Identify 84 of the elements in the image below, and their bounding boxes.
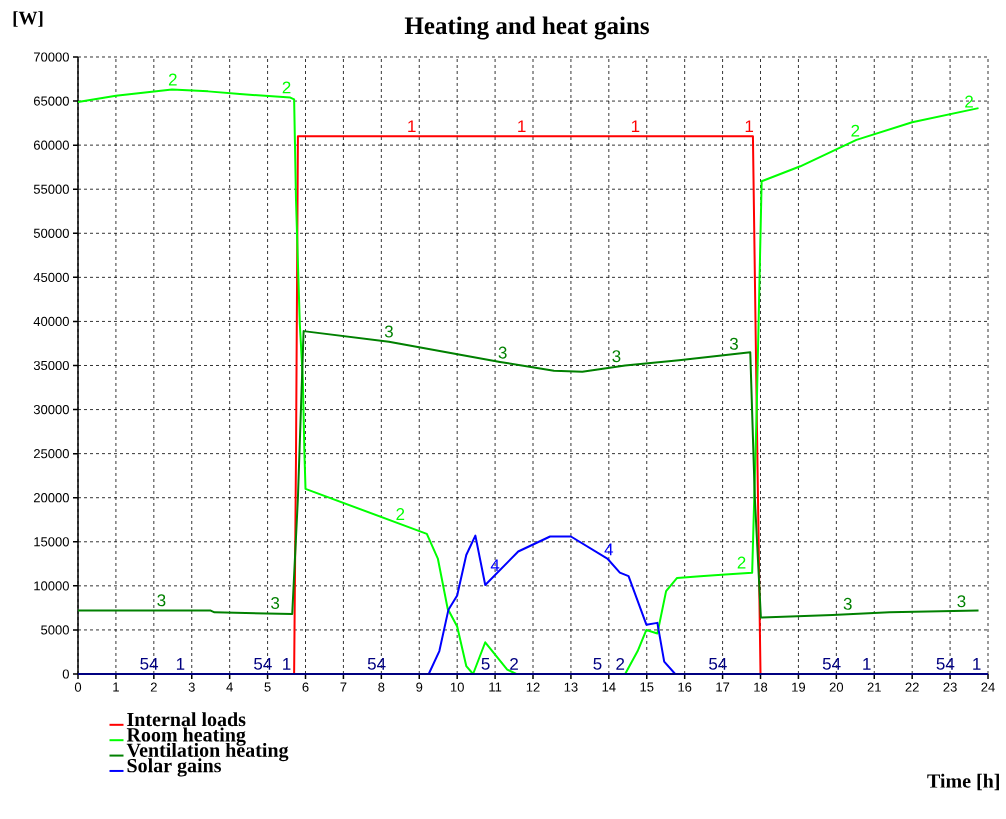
annotation: 1 [283,658,291,670]
annotation: 4 [945,658,955,670]
x-tick-label: 0 [74,682,82,692]
annotation: 2 [168,73,177,86]
annotation: 1 [408,120,416,133]
x-tick-label: 21 [867,682,881,692]
y-tick-label: 0 [62,669,69,679]
y-tick-label: 25000 [33,449,69,459]
annotation: 2 [737,556,746,569]
y-tick-label: 30000 [33,404,69,415]
x-tick-label: 20 [829,682,844,692]
annotation: 4 [604,543,614,556]
x-tick-label: 9 [416,682,423,692]
x-tick-label: 23 [943,682,957,692]
x-tick-label: 3 [188,682,195,692]
annotation: 5 [481,657,490,670]
annotation: 5 [593,657,602,670]
annotation: 2 [510,657,518,670]
annotation: 2 [616,657,625,670]
annotation: 5 [709,657,718,670]
annotation: 4 [377,658,386,670]
annotation: 1 [745,120,754,133]
x-tick-label: 2 [150,682,157,692]
x-tick-label: 24 [981,682,995,692]
annotation: 5 [936,657,945,670]
y-tick-label: 55000 [33,184,69,194]
annotation: 2 [851,124,860,137]
annotation: 4 [263,658,272,670]
y-tick-label: 35000 [33,360,69,371]
annotation: 1 [518,120,526,133]
y-tick-label: 15000 [34,537,69,547]
annotation: 1 [973,658,981,670]
x-tick-label: 18 [754,682,768,692]
y-axis-title: [W] [13,11,43,27]
x-tick-label: 8 [378,682,385,692]
y-tick-label: 5000 [41,625,69,635]
x-tick-label: 17 [716,682,730,692]
annotation: 2 [396,508,405,520]
y-tick-label: 65000 [33,96,69,106]
y-tick-label: 10000 [34,581,69,591]
legend-label: Internal loads [127,712,246,727]
annotation: 4 [149,658,159,670]
annotation: 3 [498,346,507,359]
annotation: 3 [271,596,280,609]
x-tick-label: 10 [450,682,464,692]
annotation: 4 [832,658,841,670]
x-tick-label: 14 [602,682,616,692]
annotation: 2 [965,95,973,108]
annotation: 5 [140,657,149,670]
x-tick-label: 15 [640,682,654,692]
x-tick-label: 5 [264,682,271,692]
x-tick-label: 11 [489,682,502,692]
x-axis-title: Time [h] [927,773,999,791]
annotation: 5 [367,657,376,670]
annotation: 1 [863,658,871,670]
chart-title: Heating and heat gains [404,16,649,40]
annotation: 1 [176,658,185,670]
annotation: 3 [957,595,966,608]
annotation: 5 [254,657,263,670]
y-tick-label: 50000 [33,228,69,238]
x-tick-label: 13 [564,682,578,692]
annotation: 3 [612,350,621,363]
x-tick-label: 1 [113,682,119,692]
annotation: 4 [490,559,500,572]
annotation: 3 [157,594,166,607]
annotation: 2 [282,81,291,94]
y-tick-label: 40000 [33,316,69,327]
x-tick-label: 12 [526,682,540,692]
annotation: 1 [631,120,640,133]
y-tick-label: 20000 [33,493,69,503]
y-tick-label: 70000 [33,52,69,62]
annotation: 3 [843,597,852,610]
annotation: 4 [718,658,727,670]
x-tick-label: 19 [792,682,806,692]
y-tick-label: 60000 [33,140,69,150]
annotation: 3 [384,325,393,338]
x-tick-label: 22 [905,682,919,692]
x-tick-label: 16 [678,682,692,692]
y-tick-label: 45000 [33,272,69,282]
annotation: 5 [822,657,831,670]
x-tick-label: 7 [340,682,347,692]
annotation: 3 [729,337,738,350]
x-tick-label: 4 [226,682,233,692]
x-tick-label: 6 [302,682,309,692]
